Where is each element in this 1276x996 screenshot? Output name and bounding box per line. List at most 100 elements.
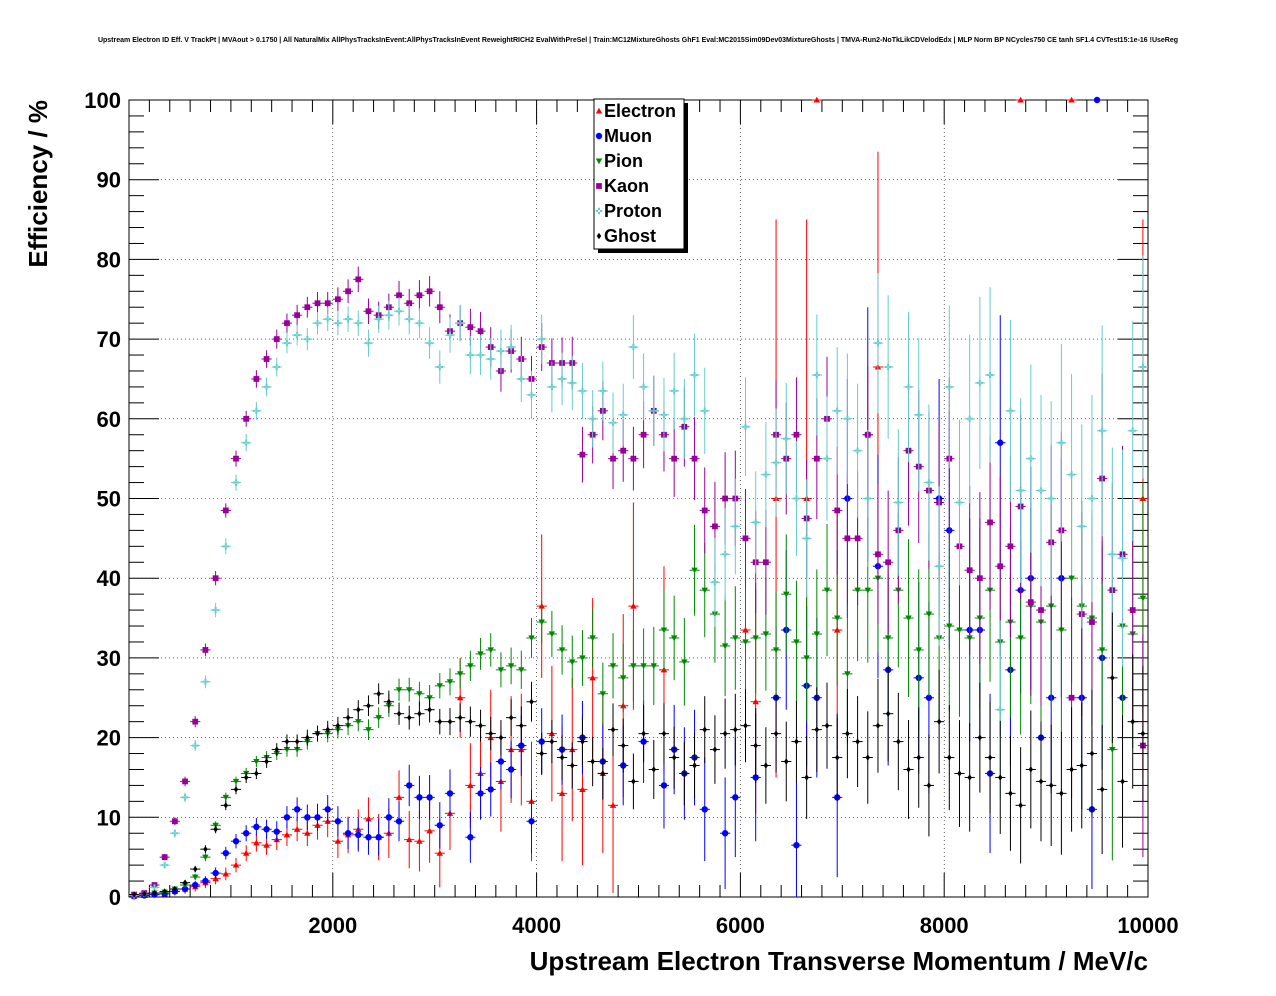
proton-point xyxy=(497,347,505,355)
grid-lines xyxy=(129,100,1148,897)
pion-point xyxy=(222,794,230,801)
ghost-point xyxy=(987,754,993,761)
muon-point xyxy=(395,818,403,825)
kaon-point xyxy=(640,431,647,438)
proton-point xyxy=(456,319,464,327)
proton-point xyxy=(385,311,393,319)
electron-point xyxy=(253,839,260,846)
proton-point xyxy=(1109,551,1116,558)
kaon-point xyxy=(304,304,311,311)
legend-label-kaon: Kaon xyxy=(604,176,649,196)
muon-point xyxy=(426,794,433,801)
proton-point xyxy=(650,407,657,415)
proton-point xyxy=(446,331,454,339)
proton-point xyxy=(1098,427,1106,434)
proton-point xyxy=(416,319,423,327)
legend-marker-proton xyxy=(595,207,603,215)
proton-point xyxy=(895,499,902,506)
ghost-point xyxy=(529,698,534,705)
kaon-point xyxy=(192,718,199,725)
muon-point xyxy=(416,794,423,801)
kaon-point xyxy=(243,415,250,422)
proton-point xyxy=(874,339,882,347)
electron-point xyxy=(365,815,372,822)
proton-point xyxy=(589,415,596,422)
ghost-point xyxy=(977,734,983,741)
proton-point xyxy=(742,423,749,430)
ghost-point xyxy=(671,754,677,761)
proton-point xyxy=(935,563,943,570)
pion-point xyxy=(1109,746,1116,753)
muon-point xyxy=(293,806,301,813)
electron-point xyxy=(630,602,637,609)
ghost-point xyxy=(406,714,412,721)
ghost-point xyxy=(457,714,463,721)
kaon-point xyxy=(1007,543,1014,550)
proton-point xyxy=(915,411,922,419)
muon-point xyxy=(467,834,474,841)
kaon-point xyxy=(854,535,861,542)
proton-point xyxy=(395,308,403,315)
muon-point xyxy=(212,869,219,877)
ghost-point xyxy=(804,774,809,781)
pion-point xyxy=(253,758,260,765)
ghost-point xyxy=(427,706,432,713)
muon-point xyxy=(202,877,209,885)
kaon-point xyxy=(294,312,301,319)
kaon-point xyxy=(671,455,678,462)
proton-point xyxy=(966,415,973,422)
legend-label-ghost: Ghost xyxy=(604,226,656,246)
pion-point xyxy=(813,631,821,638)
pion-point xyxy=(915,647,922,654)
proton-point xyxy=(304,335,311,343)
ghost-point xyxy=(315,730,320,737)
ghost-point xyxy=(1069,766,1074,773)
kaon-point xyxy=(182,778,188,785)
proton-point xyxy=(732,523,739,530)
kaon-point xyxy=(406,300,413,307)
ghost-point xyxy=(1140,730,1146,737)
proton-point xyxy=(660,411,668,419)
ghost-point xyxy=(417,710,422,717)
proton-point xyxy=(467,351,474,359)
ghost-point xyxy=(763,762,769,769)
tick-labels: 0 10 20 30 40 50 60 70 80 90 100 2000 4000 6000 8000 10… xyxy=(84,88,1178,938)
legend-marker-pion xyxy=(595,158,603,165)
pion-point xyxy=(283,746,291,753)
legend-label-muon: Muon xyxy=(604,126,652,146)
proton-point xyxy=(1129,427,1136,434)
pion-point xyxy=(752,635,759,642)
proton-point xyxy=(569,379,576,387)
kaon-point xyxy=(742,535,749,542)
legend-marker-muon xyxy=(595,132,603,140)
ghost-point xyxy=(814,726,820,733)
muon-point xyxy=(660,782,668,789)
proton-point xyxy=(263,383,270,391)
ghost-point xyxy=(773,730,779,737)
ghost-point xyxy=(305,734,310,741)
ghost-point xyxy=(936,718,942,725)
muon-point xyxy=(181,885,189,893)
proton-point xyxy=(426,339,433,347)
proton-point xyxy=(905,383,912,391)
pion-point xyxy=(803,655,810,662)
pion-point xyxy=(477,651,484,658)
ghost-point xyxy=(1048,782,1054,789)
pion-point xyxy=(834,615,841,622)
muon-point xyxy=(406,782,413,789)
ghost-point xyxy=(885,710,891,717)
proton-point xyxy=(599,387,607,395)
kaon-point xyxy=(691,455,698,462)
proton-point xyxy=(548,383,556,391)
muon-point xyxy=(997,439,1004,446)
y-tick-label: 50 xyxy=(97,487,121,512)
legend-marker-kaon xyxy=(596,183,602,189)
kaon-point xyxy=(426,288,433,295)
ghost-point xyxy=(906,766,911,773)
electron-point xyxy=(406,836,413,843)
electron-point xyxy=(242,849,250,856)
x-tick-label: 4000 xyxy=(512,913,561,938)
ghost-point xyxy=(254,770,259,777)
proton-point xyxy=(884,363,892,371)
proton-point xyxy=(355,319,362,327)
